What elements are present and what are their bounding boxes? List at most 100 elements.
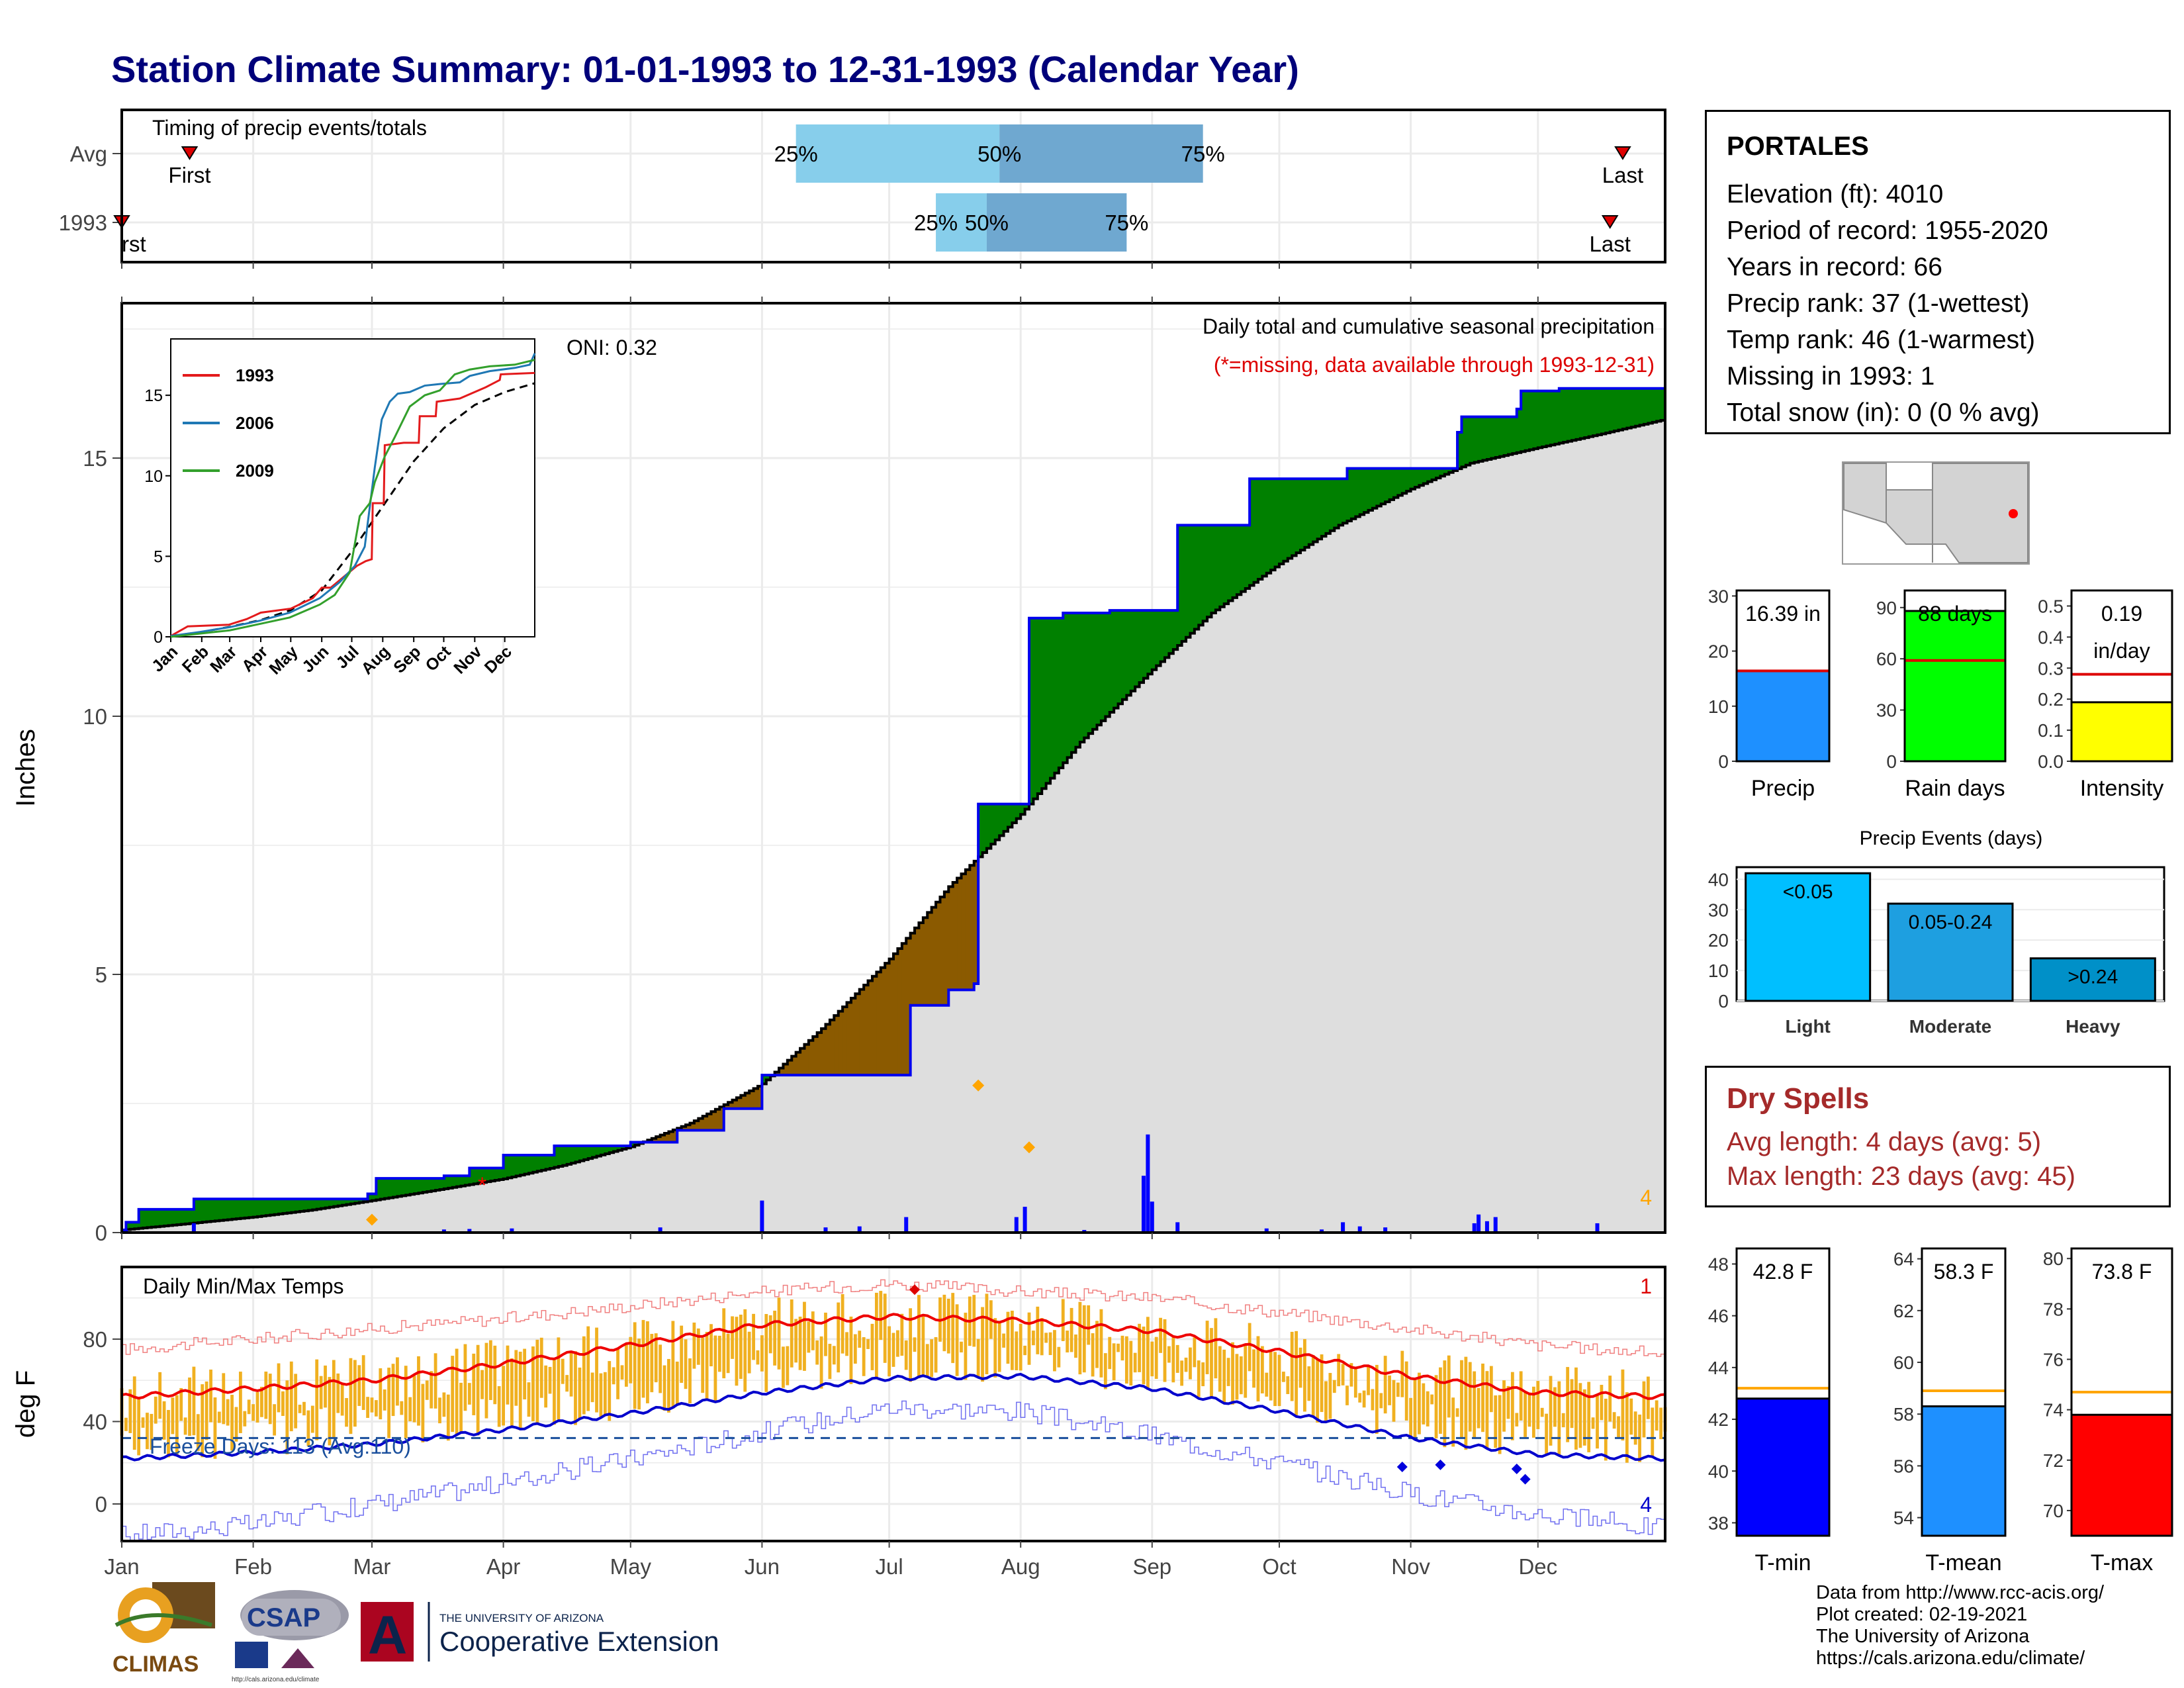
temp-daily-range-bar [137,1397,141,1456]
precip-departure-fill [1165,610,1170,658]
temp-daily-range-bar [1273,1352,1277,1407]
temp-daily-range-bar [1189,1347,1192,1380]
temp-daily-range-bar [192,1366,196,1436]
precip-departure-fill [910,933,915,1006]
precip-departure-fill [1007,804,1013,827]
precip-departure-fill [864,985,869,1076]
precip-departure-fill [342,1199,347,1205]
timing-last-label-avg: Last [1602,163,1643,187]
precip-departure-fill [757,1086,762,1109]
precip-departure-fill [469,1168,475,1185]
timing-last-marker-avg [1614,146,1631,160]
precip-departure-fill [1355,468,1361,517]
precip-departure-fill [660,1135,665,1143]
mini-bar-rain-days-label: Rain days [1905,776,2005,801]
precip-daily-bar [1014,1217,1019,1233]
temp-daily-range-bar [1295,1331,1298,1416]
temp-daily-range-bar [726,1333,730,1374]
precip-departure-fill [579,1145,584,1161]
temp-daily-range-bar [1256,1336,1260,1402]
inset-series-line-2009 [170,359,535,638]
temp-bar-t-mean-ytick-label: 58 [1893,1404,1914,1425]
temp-daily-range-bar [1320,1354,1324,1413]
temp-daily-range-bar [837,1302,841,1373]
precip-departure-fill [1250,479,1255,586]
precip-departure-fill [1275,479,1280,567]
precip-departure-fill [422,1178,428,1193]
temp-bar-t-mean-ytick-label: 62 [1893,1301,1914,1321]
temp-daily-range-bar [1222,1349,1226,1404]
temp-daily-range-bar [586,1326,590,1411]
temp-daily-range-bar [1506,1385,1510,1419]
precip-departure-fill [1432,468,1437,480]
precip-departure-fill [1508,416,1513,455]
temp-daily-range-bar [616,1348,619,1399]
timing-row-label-year: 1993 [59,211,107,235]
precip-departure-fill [1338,479,1343,526]
temp-daily-range-bar [620,1365,624,1380]
temp-daily-range-bar [1303,1338,1306,1412]
temp-daily-range-bar [1265,1372,1269,1397]
temp-daily-range-bar [1430,1394,1434,1405]
temp-daily-range-bar [514,1350,518,1406]
precip-departure-fill [787,1060,792,1076]
precip-departure-fill [126,1222,131,1230]
temp-daily-range-bar [1112,1343,1116,1381]
temp-bar-t-min-ytick-label: 44 [1708,1358,1729,1378]
temp-daily-range-bar [1392,1380,1396,1422]
precip-departure-fill [232,1199,237,1219]
temp-daily-range-bar [370,1397,374,1413]
temp-daily-range-bar [828,1344,832,1380]
precip-departure-fill [1079,613,1085,742]
precip-departure-fill [1160,610,1165,662]
precip-departure-fill [850,998,856,1076]
temp-daily-range-bar [1345,1385,1349,1405]
precip-departure-fill [1266,479,1271,573]
temp-daily-range-bar [913,1337,917,1352]
temp-bar-t-min-ytick-label: 42 [1708,1409,1729,1430]
precip-departure-fill [1071,613,1077,753]
temp-daily-range-bar [561,1358,565,1384]
temp-daily-range-bar [1069,1307,1073,1352]
temp-daily-range-bar [446,1394,450,1441]
mini-bar-intensity-value-text: 0.19 [2101,602,2142,626]
temp-daily-range-bar [891,1333,895,1367]
precip-departure-fill [503,1155,508,1179]
temp-bar-t-min-ytick-label: 48 [1708,1254,1729,1274]
temp-daily-range-bar [1464,1356,1468,1450]
mini-bar-intensity-value-text: in/day [2093,639,2150,663]
temp-daily-range-bar [934,1336,938,1373]
precip-departure-fill [1173,610,1178,650]
precip-departure-fill [1313,479,1318,542]
precip-daily-bar [510,1228,514,1233]
station-years: Years in record: 66 [1727,253,1942,281]
precip-departure-fill [350,1199,355,1204]
climas-logo-text: CLIMAS [113,1652,199,1677]
mini-bar-precip-ytick-label: 20 [1708,641,1729,662]
temp-bar-t-min-label: T-min [1755,1550,1811,1575]
month-xtick-label: Apr [486,1554,520,1579]
precip-departure-fill [537,1155,542,1172]
station-precip-rank: Precip rank: 37 (1-wettest) [1727,289,2030,318]
precip-departure-fill [1576,388,1581,440]
precip-departure-fill [1419,468,1424,486]
precip-departure-fill [1551,391,1556,445]
timing-panel: Avg 25% 50% 75% First Last 1993 25% 50% 75% rst Las… [59,109,1666,263]
precip-departure-fill [473,1168,478,1184]
temp-daily-range-bar [527,1382,531,1417]
precip-departure-fill [1105,613,1111,717]
precip-departure-fill [1012,804,1017,823]
temp-daily-range-bar [1553,1387,1557,1427]
temp-daily-range-bar [1023,1345,1027,1356]
temp-daily-range-bar [294,1374,298,1429]
precip-departure-fill [813,1036,818,1076]
precip-oni: ONI: 0.32 [567,336,657,359]
temp-daily-range-bar [1184,1357,1188,1372]
temp-daily-range-bar [925,1344,929,1376]
temp-daily-range-bar [1006,1311,1010,1364]
temp-daily-range-bar [1455,1408,1459,1417]
temp-bar-t-min-value-text: 42.8 F [1753,1260,1813,1284]
temp-daily-range-bar [1116,1343,1120,1352]
mini-bar-precip-frame [1735,589,1831,763]
temp-daily-range-bar [747,1331,751,1374]
